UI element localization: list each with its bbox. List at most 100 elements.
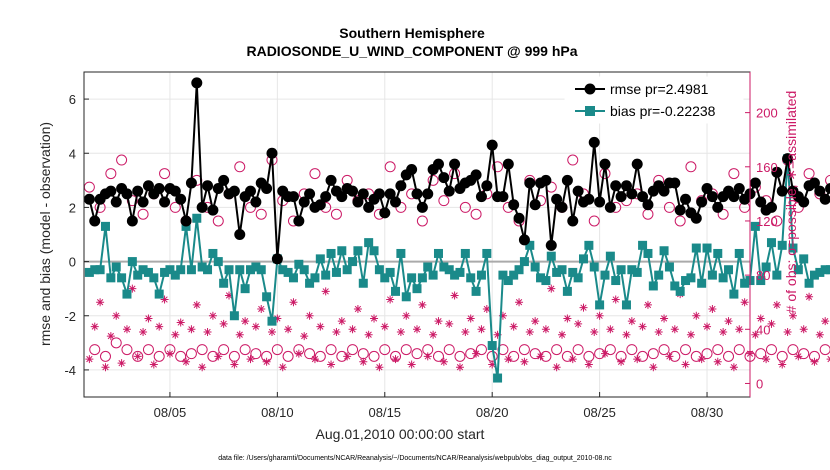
y-axis-label: rmse and bias (model - observation)	[37, 122, 53, 346]
bias-point	[358, 278, 368, 288]
assimilated-obs-point	[627, 317, 636, 326]
rmse-point	[352, 196, 364, 208]
assimilated-obs-point	[423, 352, 432, 361]
rmse-point	[572, 185, 584, 197]
legend-rmse-label: rmse pr=2.4981	[610, 81, 709, 97]
bias-point	[224, 265, 234, 275]
bias-point	[621, 300, 631, 310]
bias-point	[160, 267, 170, 277]
bias-point	[525, 240, 535, 250]
rmse-point	[481, 180, 493, 192]
possible-obs-point	[218, 344, 230, 356]
assimilated-obs-point	[90, 322, 99, 331]
rmse-point	[228, 185, 240, 197]
bias-point	[374, 265, 384, 275]
possible-obs-point	[459, 201, 471, 213]
legend-bias-label: bias pr=-0.22238	[610, 103, 716, 119]
bias-point	[541, 276, 551, 286]
possible-obs-point	[475, 344, 487, 356]
assimilated-obs-point	[251, 322, 260, 331]
possible-obs-point	[712, 344, 724, 356]
assimilated-obs-point	[547, 284, 556, 293]
bias-point	[482, 248, 492, 258]
bias-point	[203, 265, 213, 275]
assimilated-obs-point	[284, 325, 293, 334]
rmse-point	[250, 196, 262, 208]
rmse-point	[137, 196, 149, 208]
possible-obs-point	[110, 337, 122, 349]
bias-point	[616, 265, 626, 275]
bias-point	[691, 243, 701, 253]
bias-point	[299, 265, 309, 275]
possible-obs-point	[658, 344, 670, 356]
bias-point	[407, 273, 417, 283]
assimilated-obs-point	[380, 322, 389, 331]
rmse-point	[234, 229, 246, 240]
assimilated-obs-point	[568, 355, 577, 364]
possible-obs-point	[825, 174, 830, 186]
y-tick-label: 0	[69, 255, 76, 270]
assimilated-obs-point	[498, 311, 507, 320]
bias-point	[138, 265, 148, 275]
assimilated-obs-point	[504, 355, 513, 364]
bias-point	[154, 289, 164, 299]
possible-obs-point	[325, 344, 337, 356]
assimilated-obs-point	[321, 287, 330, 296]
bias-point	[750, 221, 760, 231]
assimilated-obs-point	[600, 349, 609, 358]
assimilated-obs-point	[117, 359, 126, 368]
assimilated-obs-point	[563, 314, 572, 323]
assimilated-obs-point	[493, 330, 502, 339]
y-tick-label: 4	[69, 146, 76, 161]
series-bias	[84, 154, 830, 383]
assimilated-obs-point	[235, 330, 244, 339]
assimilated-obs-point	[649, 363, 658, 372]
rmse-point	[142, 180, 154, 192]
rmse-point	[712, 201, 724, 213]
bias-point	[487, 341, 497, 351]
bias-point	[450, 270, 460, 280]
assimilated-obs-point	[327, 360, 336, 369]
assimilated-obs-point	[198, 363, 207, 372]
assimilated-obs-point	[267, 328, 276, 336]
possible-obs-point	[765, 344, 777, 356]
assimilated-obs-point	[525, 328, 534, 336]
possible-obs-point	[116, 154, 128, 166]
rmse-point	[218, 174, 230, 186]
bias-point	[686, 273, 696, 283]
rmse-point	[637, 191, 649, 203]
possible-obs-point	[132, 350, 144, 362]
bias-point	[208, 248, 218, 258]
assimilated-obs-point	[660, 314, 669, 323]
assimilated-obs-point	[756, 314, 765, 323]
rmse-point	[583, 193, 595, 205]
assimilated-obs-point	[439, 357, 448, 366]
bias-point	[170, 270, 180, 280]
assimilated-obs-point	[536, 352, 545, 361]
assimilated-obs-point	[643, 300, 652, 309]
bias-point	[493, 373, 503, 383]
assimilated-obs-point	[558, 330, 567, 339]
bias-point	[111, 262, 121, 272]
rmse-point	[782, 153, 794, 165]
assimilated-obs-point	[520, 357, 529, 366]
rmse-point	[475, 191, 487, 203]
y2-tick-label: 40	[756, 322, 770, 337]
assimilated-obs-point	[541, 325, 550, 334]
rmse-point	[594, 196, 606, 208]
bias-point	[664, 262, 674, 272]
possible-obs-point	[384, 161, 396, 173]
assimilated-obs-point	[638, 322, 647, 331]
bias-point	[348, 257, 358, 267]
x-tick-label: 08/15	[369, 405, 402, 420]
bias-point	[702, 243, 712, 253]
rmse-point	[83, 193, 95, 205]
assimilated-obs-point	[461, 328, 470, 336]
bias-point	[186, 265, 196, 275]
assimilated-obs-point	[359, 357, 368, 366]
possible-obs-point	[309, 168, 321, 180]
assimilated-obs-point	[724, 317, 733, 326]
rmse-point	[631, 158, 643, 170]
assimilated-obs-point	[203, 328, 212, 336]
bias-point	[573, 273, 583, 283]
